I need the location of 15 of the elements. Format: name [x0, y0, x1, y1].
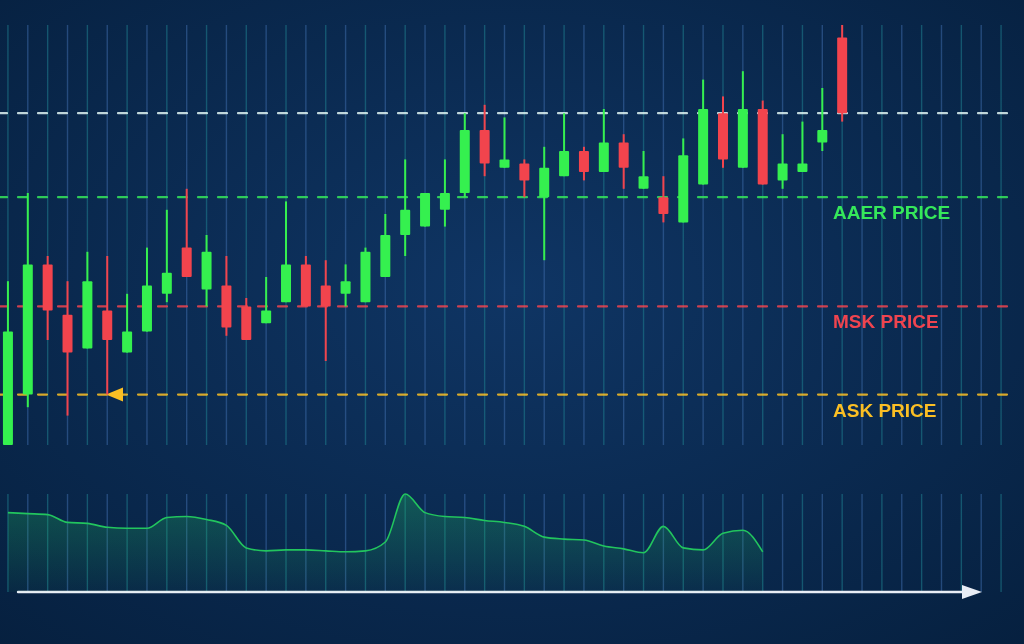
candlestick	[122, 292, 133, 354]
candlestick	[658, 175, 669, 224]
ref-line-label: ASK PRICE	[833, 399, 937, 421]
ref-line-label: AAER PRICE	[833, 202, 951, 224]
candlestick	[797, 120, 808, 173]
candlestick	[519, 158, 530, 199]
candlestick	[261, 276, 272, 325]
candlestick	[340, 263, 351, 308]
candlestick	[817, 87, 828, 152]
candlestick	[638, 150, 649, 190]
candlestick	[161, 208, 172, 304]
ref-line-label: MSK PRICE	[833, 311, 939, 333]
candlestick	[578, 145, 589, 182]
candlestick	[777, 133, 788, 190]
candlestick	[499, 116, 510, 169]
